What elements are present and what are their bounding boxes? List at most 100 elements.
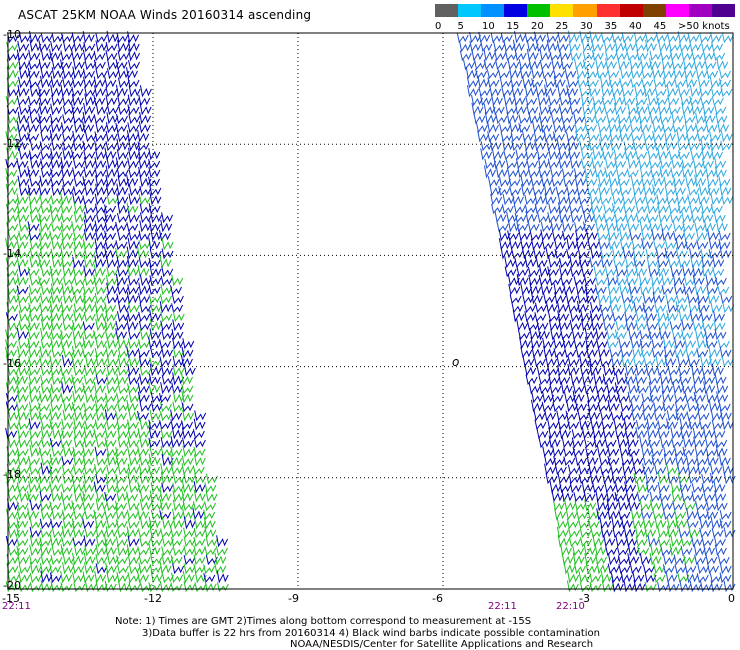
wind-barb <box>579 365 592 377</box>
wind-barb <box>659 113 672 125</box>
wind-barb <box>161 553 174 566</box>
wind-barb <box>40 167 53 179</box>
wind-barb <box>5 346 17 359</box>
wind-barb <box>159 356 172 368</box>
wind-barb <box>138 94 151 107</box>
wind-barb <box>116 392 129 404</box>
wind-barb <box>126 202 139 215</box>
wind-barb <box>599 194 612 206</box>
wind-barb <box>678 310 691 323</box>
wind-barb <box>655 355 668 368</box>
wind-barb <box>634 85 647 98</box>
wind-barb <box>479 94 492 107</box>
wind-barb <box>560 543 572 557</box>
wind-barb <box>610 464 623 476</box>
wind-barb <box>560 275 573 287</box>
wind-barb <box>50 283 63 296</box>
wind-barb <box>585 562 598 575</box>
lon-label-15w: -15 <box>2 592 20 605</box>
wind-barb <box>484 165 496 179</box>
wind-barb <box>615 373 628 386</box>
wind-barb <box>39 228 52 242</box>
wind-barb <box>61 354 74 368</box>
wind-barb <box>537 327 550 341</box>
wind-barb <box>50 120 63 134</box>
wind-barb <box>581 103 594 116</box>
wind-barb <box>677 355 690 368</box>
wind-barb <box>697 301 710 314</box>
wind-barb <box>104 204 117 215</box>
wind-barb <box>542 446 555 458</box>
wind-barb <box>126 130 139 143</box>
wind-barb <box>697 193 710 206</box>
wind-barb <box>83 76 96 89</box>
wind-barb <box>487 176 500 188</box>
wind-barb <box>117 579 130 593</box>
wind-barb <box>629 563 642 575</box>
wind-barb <box>584 284 597 296</box>
wind-barb <box>630 401 643 413</box>
wind-barb <box>571 437 584 449</box>
wind-barb <box>137 427 150 440</box>
wind-barb <box>498 238 511 251</box>
wind-barb <box>684 563 697 575</box>
wind-barb <box>106 501 119 512</box>
wind-barb <box>706 175 719 188</box>
wind-barb <box>17 453 30 467</box>
wind-barb <box>581 39 594 53</box>
wind-barb <box>138 282 151 296</box>
wind-barb <box>566 400 579 413</box>
wind-barb <box>537 94 550 107</box>
wind-barb <box>536 365 549 377</box>
wind-barb <box>687 356 700 368</box>
wind-barb <box>18 265 31 278</box>
wind-barb <box>84 131 97 143</box>
wind-barb <box>558 147 571 161</box>
wind-barb <box>51 527 64 539</box>
wind-barb <box>117 384 130 395</box>
wind-barb <box>690 364 703 377</box>
wind-barb <box>648 437 661 449</box>
wind-barb <box>94 400 107 413</box>
wind-barb <box>635 373 647 386</box>
wind-barb <box>137 348 150 359</box>
wind-barb <box>550 328 563 341</box>
wind-barb <box>7 231 20 242</box>
wind-barb <box>51 447 64 458</box>
wind-barb <box>214 562 227 575</box>
footer-note-2: 3)Data buffer is 22 hrs from 20160314 4)… <box>142 628 600 639</box>
wind-barb <box>623 580 636 593</box>
wind-barb <box>552 445 565 458</box>
wind-barb <box>115 328 128 341</box>
wind-barb <box>128 113 141 125</box>
wind-barb <box>672 123 685 134</box>
wind-barb <box>514 213 527 224</box>
wind-barb <box>95 183 108 197</box>
wind-barb <box>526 48 539 62</box>
wind-barb <box>62 562 75 575</box>
wind-barb <box>116 32 129 44</box>
wind-barb <box>204 546 217 557</box>
wind-barb <box>16 95 29 107</box>
wind-barb <box>674 401 687 413</box>
wind-barb <box>721 462 734 476</box>
wind-barb <box>633 472 646 485</box>
wind-barb <box>5 131 18 143</box>
wind-barb <box>115 536 128 548</box>
wind-barb <box>687 194 700 206</box>
wind-barb <box>674 563 687 575</box>
wind-barb <box>558 210 571 224</box>
wind-barb <box>690 256 703 269</box>
wind-barb <box>719 572 732 584</box>
wind-barb <box>630 67 643 80</box>
wind-barb <box>72 446 85 458</box>
wind-barb <box>16 471 29 485</box>
wind-barb <box>695 229 708 242</box>
wind-barb <box>654 464 667 476</box>
wind-barb <box>148 336 161 350</box>
wind-barb <box>700 580 712 593</box>
wind-barb <box>161 212 174 224</box>
wind-barb <box>171 572 184 584</box>
wind-barb <box>116 373 129 386</box>
wind-barb <box>588 356 601 368</box>
